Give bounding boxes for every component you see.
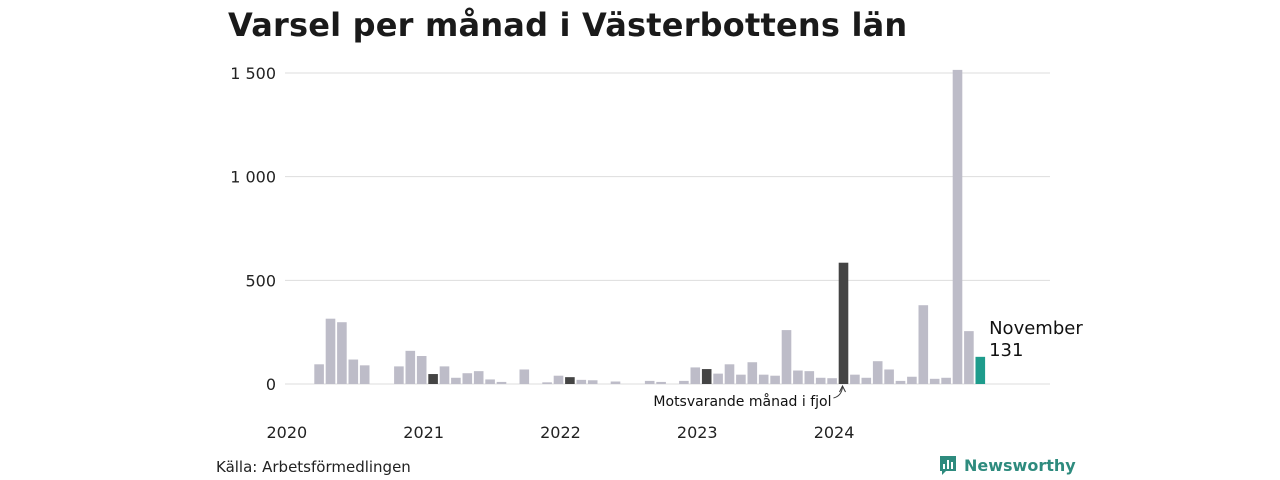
- bar: [325, 318, 336, 384]
- bar: [587, 380, 598, 384]
- bar: [815, 377, 826, 384]
- bar: [394, 366, 404, 384]
- annotation-same-month-last-year: Motsvarande månad i fjol: [653, 393, 831, 410]
- gridlines: [285, 72, 1050, 385]
- bar: [724, 364, 735, 384]
- bar: [496, 381, 507, 384]
- bar: [793, 370, 803, 384]
- bar: [907, 376, 917, 384]
- x-year-label: 2024: [814, 423, 855, 442]
- bar: [770, 375, 780, 384]
- bar: [736, 374, 746, 384]
- bar-chart: 0 500 1 000 1 500 2020 2021 2022 2023 2024 Nove…: [230, 64, 1083, 442]
- x-year-label: 2022: [540, 423, 581, 442]
- y-axis-tick-labels: 0 500 1 000 1 500: [230, 64, 276, 394]
- source-note: Källa: Arbetsförmedlingen: [216, 458, 411, 476]
- y-tick-label: 1 000: [230, 168, 276, 187]
- bar: [929, 378, 940, 384]
- bar: [610, 381, 621, 384]
- bar: [348, 359, 359, 384]
- bar: [975, 356, 986, 384]
- bar: [747, 362, 758, 384]
- annotation-current-month: November: [989, 318, 1083, 339]
- bar: [542, 382, 552, 384]
- bar: [872, 361, 883, 384]
- bar: [553, 375, 564, 384]
- bar: [690, 367, 701, 384]
- x-year-label: 2021: [403, 423, 444, 442]
- y-tick-label: 500: [245, 271, 276, 290]
- bar: [861, 377, 872, 384]
- bar: [884, 369, 894, 384]
- newsworthy-logo: Newsworthy: [938, 454, 1076, 476]
- bar: [462, 373, 473, 384]
- y-tick-label: 1 500: [230, 64, 276, 83]
- bar: [439, 366, 450, 384]
- bar: [428, 374, 438, 384]
- bar: [679, 380, 689, 384]
- bar: [656, 381, 666, 384]
- bars: [314, 69, 986, 384]
- x-year-label: 2020: [267, 423, 308, 442]
- bar: [519, 369, 530, 384]
- annotation-current-value: 131: [989, 340, 1023, 361]
- chart-title: Varsel per månad i Västerbottens län: [228, 6, 908, 44]
- bar: [895, 380, 906, 384]
- bar: [701, 369, 712, 384]
- bar: [451, 377, 461, 384]
- bar: [713, 373, 723, 384]
- x-axis-year-labels: 2020 2021 2022 2023 2024: [267, 423, 855, 442]
- bar: [964, 331, 974, 384]
- bar: [359, 365, 370, 384]
- bar: [314, 364, 324, 384]
- y-tick-label: 0: [266, 375, 276, 394]
- bar: [576, 379, 587, 384]
- bar: [405, 350, 416, 384]
- annotation-arrow: [833, 386, 843, 399]
- bar: [781, 330, 792, 384]
- bar: [850, 374, 860, 384]
- bar: [416, 356, 427, 384]
- bar: [827, 378, 837, 384]
- bar-chart-icon: [940, 456, 956, 475]
- bar: [838, 262, 849, 384]
- annotation-arrowhead: [839, 384, 846, 393]
- brand-name: Newsworthy: [964, 455, 1076, 475]
- bar: [952, 69, 963, 384]
- bar: [804, 371, 815, 384]
- bar: [941, 377, 951, 384]
- bar: [918, 305, 929, 384]
- bar: [758, 374, 769, 384]
- bar: [473, 371, 484, 384]
- bar: [337, 322, 347, 384]
- bar: [485, 379, 495, 384]
- bar: [644, 380, 655, 384]
- x-year-label: 2023: [677, 423, 718, 442]
- bar: [565, 377, 575, 384]
